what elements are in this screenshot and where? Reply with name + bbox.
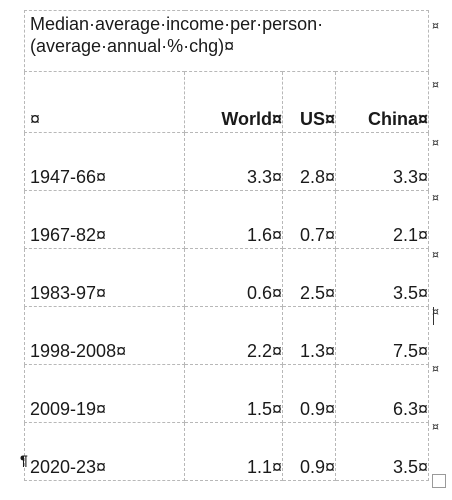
us-cell[interactable]: 1.3¤ [282,306,336,365]
period-cell[interactable]: 2009-19¤ [24,364,185,423]
table-title: Median·average·income·per·person· (avera… [30,14,324,56]
world-value: 1.5¤ [246,399,282,419]
end-of-row-mark: ¤ [432,362,439,375]
world-cell[interactable]: 3.3¤ [184,132,283,191]
us-value: 2.5¤ [299,283,335,303]
china-cell[interactable]: 6.3¤ [335,364,429,423]
header-label-world: World¤ [221,109,282,129]
header-cell-us[interactable]: US¤ [282,71,336,133]
paragraph-mark: ¶ [20,452,28,468]
china-cell[interactable]: 3.5¤ [335,422,429,481]
table-resize-handle[interactable] [432,474,446,488]
world-value: 1.1¤ [246,457,282,477]
world-cell[interactable]: 0.6¤ [184,248,283,307]
world-cell[interactable]: 1.6¤ [184,190,283,249]
period-cell[interactable]: 1983-97¤ [24,248,185,307]
us-value: 0.7¤ [299,225,335,245]
header-cell-china[interactable]: China¤ [335,71,429,133]
china-value: 3.3¤ [392,167,428,187]
us-cell[interactable]: 2.8¤ [282,132,336,191]
us-value: 0.9¤ [299,457,335,477]
world-value: 0.6¤ [246,283,282,303]
table-title-cell[interactable]: Median·average·income·per·person· (avera… [24,10,429,72]
china-value: 3.5¤ [392,283,428,303]
china-value: 6.3¤ [392,399,428,419]
end-of-row-mark: ¤ [432,19,439,32]
world-value: 3.3¤ [246,167,282,187]
table-row: 2009-19¤ 1.5¤ 0.9¤ 6.3¤ [24,364,429,423]
period-value: 2020-23¤ [30,457,107,477]
header-label-empty: ¤ [30,109,41,129]
world-cell[interactable]: 1.1¤ [184,422,283,481]
china-value: 7.5¤ [392,341,428,361]
world-value: 1.6¤ [246,225,282,245]
table-title-row: Median·average·income·per·person· (avera… [24,10,429,72]
china-value: 2.1¤ [392,225,428,245]
us-cell[interactable]: 0.9¤ [282,422,336,481]
table-row: 2020-23¤ 1.1¤ 0.9¤ 3.5¤ [24,422,429,481]
table-row: 1983-97¤ 0.6¤ 2.5¤ 3.5¤ [24,248,429,307]
table-row: 1947-66¤ 3.3¤ 2.8¤ 3.3¤ [24,132,429,191]
us-cell[interactable]: 0.7¤ [282,190,336,249]
table-row: 1967-82¤ 1.6¤ 0.7¤ 2.1¤ [24,190,429,249]
income-table[interactable]: Median·average·income·per·person· (avera… [24,10,429,481]
us-cell[interactable]: 2.5¤ [282,248,336,307]
china-value: 3.5¤ [392,457,428,477]
end-of-row-mark: ¤ [432,248,439,261]
header-label-us: US¤ [299,109,335,129]
header-label-china: China¤ [367,109,428,129]
header-cell-empty[interactable]: ¤ [24,71,185,133]
period-value: 1967-82¤ [30,225,107,245]
header-cell-world[interactable]: World¤ [184,71,283,133]
end-of-row-mark: ¤ [432,136,439,149]
us-cell[interactable]: 0.9¤ [282,364,336,423]
us-value: 0.9¤ [299,399,335,419]
end-of-row-mark: ¤ [432,305,439,318]
period-value: 2009-19¤ [30,399,107,419]
period-cell[interactable]: 1947-66¤ [24,132,185,191]
china-cell[interactable]: 7.5¤ [335,306,429,365]
period-cell[interactable]: 1998-2008¤ [24,306,185,365]
china-cell[interactable]: 3.3¤ [335,132,429,191]
period-cell[interactable]: 2020-23¤ [24,422,185,481]
china-cell[interactable]: 2.1¤ [335,190,429,249]
text-cursor [433,307,434,325]
table-row: 1998-2008¤ 2.2¤ 1.3¤ 7.5¤ [24,306,429,365]
world-value: 2.2¤ [246,341,282,361]
period-value: 1998-2008¤ [30,341,127,361]
china-cell[interactable]: 3.5¤ [335,248,429,307]
period-value: 1983-97¤ [30,283,107,303]
table-header-row: ¤ World¤ US¤ China¤ [24,71,429,133]
us-value: 1.3¤ [299,341,335,361]
period-cell[interactable]: 1967-82¤ [24,190,185,249]
world-cell[interactable]: 2.2¤ [184,306,283,365]
us-value: 2.8¤ [299,167,335,187]
end-of-row-mark: ¤ [432,78,439,91]
world-cell[interactable]: 1.5¤ [184,364,283,423]
period-value: 1947-66¤ [30,167,107,187]
end-of-row-mark: ¤ [432,420,439,433]
end-of-row-mark: ¤ [432,191,439,204]
